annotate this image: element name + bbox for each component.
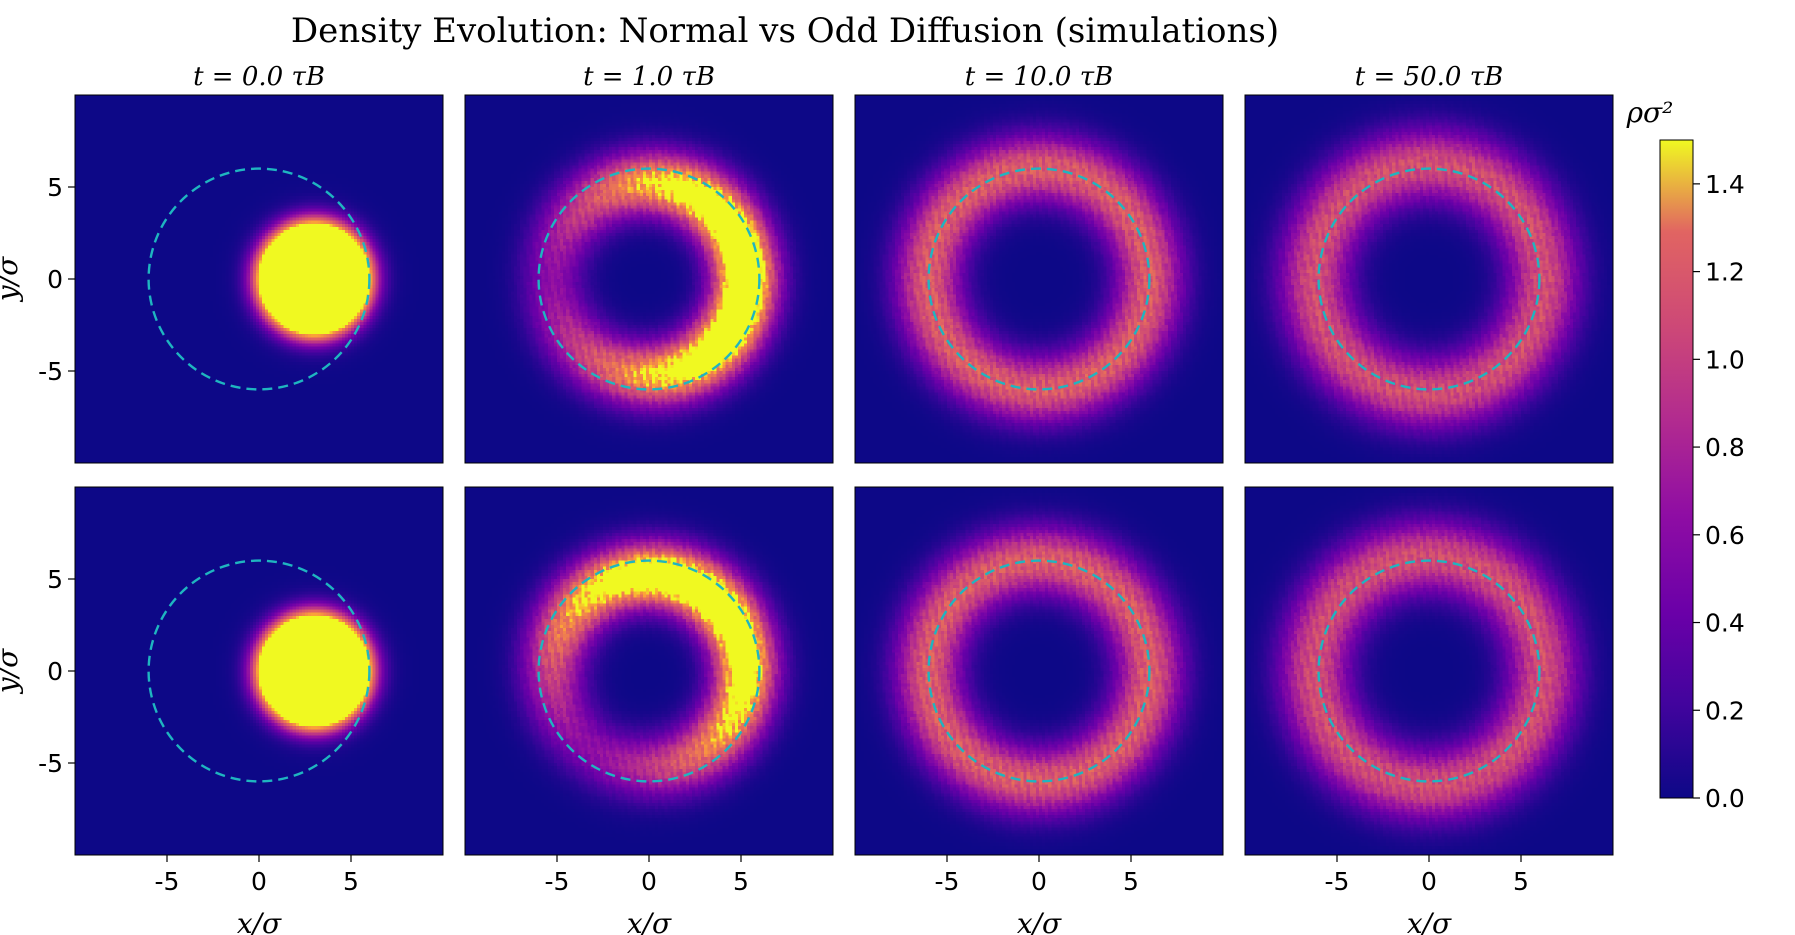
colorbar-tick-label: 0.4 [1705, 609, 1745, 638]
x-axis-label: x/σ [1017, 907, 1062, 935]
colorbar-tick-label: 0.0 [1705, 784, 1745, 813]
density-heatmap [855, 95, 1223, 463]
panel: t = 50.0 τB [1244, 62, 1614, 464]
colorbar-label: ρσ² [1626, 96, 1674, 129]
reference-circle [1317, 167, 1541, 391]
reference-circle [927, 167, 1151, 391]
panel-time-title: t = 0.0 τB [193, 62, 325, 92]
reference-circle [537, 559, 761, 783]
density-heatmap [75, 487, 443, 855]
x-tick-label: 0 [641, 867, 657, 896]
density-heatmap [1245, 487, 1613, 855]
x-tick-label: 5 [733, 867, 749, 896]
colorbar-gradient [1659, 139, 1694, 799]
x-tick-label: -5 [545, 867, 570, 896]
reference-circle [147, 167, 371, 391]
x-tick-label: -5 [935, 867, 960, 896]
panel: -5 0 5 x/σ [1244, 486, 1614, 935]
colorbar-tick-label: 0.2 [1705, 696, 1745, 725]
x-tick-label: -5 [1325, 867, 1350, 896]
reference-circle [147, 559, 371, 783]
panel: -5 0 5 x/σ [464, 486, 834, 935]
x-tick-label: 5 [1513, 867, 1529, 896]
density-heatmap [855, 487, 1223, 855]
y-tick-label: -5 [38, 357, 63, 386]
y-tick-label: 0 [47, 265, 63, 294]
panel-time-title: t = 1.0 τB [583, 62, 715, 92]
figure-title: Density Evolution: Normal vs Odd Diffusi… [291, 11, 1279, 51]
panel-time-title: t = 10.0 τB [965, 62, 1113, 92]
y-tick-label: 0 [47, 657, 63, 686]
colorbar-tick-label: 1.0 [1705, 345, 1745, 374]
reference-circle [537, 167, 761, 391]
panel-row-odd: 5 0 -5 y/σ -5 0 5 x/σ -5 0 5 x/σ -5 0 5 x/σ -5 0 5 x/σ [0, 486, 1614, 935]
y-tick-label: 5 [47, 565, 63, 594]
panel-frame [854, 94, 1224, 464]
x-axis-label: x/σ [237, 907, 282, 935]
panel-frame [464, 94, 834, 464]
colorbar-tick-label: 1.2 [1705, 258, 1745, 287]
panel: t = 1.0 τB [464, 62, 834, 464]
y-tick-label: -5 [38, 749, 63, 778]
density-heatmap [1245, 95, 1613, 463]
panel-time-title: t = 50.0 τB [1355, 62, 1503, 92]
colorbar: ρσ² 0.0 0.2 0.4 0.6 0.8 1.0 1.2 1.4 [1626, 96, 1745, 813]
panel: 5 0 -5 y/σ -5 0 5 x/σ [0, 486, 444, 935]
colorbar-tick-label: 0.8 [1705, 433, 1745, 462]
x-tick-label: 0 [1421, 867, 1437, 896]
x-tick-label: -5 [155, 867, 180, 896]
density-heatmap [465, 487, 833, 855]
colorbar-ticks: 0.0 0.2 0.4 0.6 0.8 1.0 1.2 1.4 [1693, 170, 1745, 813]
panel-grid: t = 0.0 τB 5 0 -5 y/σ t = 1.0 τB t = 10.0 τB t … [0, 62, 1614, 935]
panel: t = 0.0 τB 5 0 -5 y/σ [0, 62, 444, 464]
density-heatmap [75, 95, 443, 463]
x-tick-label: 5 [343, 867, 359, 896]
y-tick-label: 5 [47, 173, 63, 202]
x-axis-label: x/σ [627, 907, 672, 935]
panel-frame [1244, 94, 1614, 464]
colorbar-tick-label: 0.6 [1705, 521, 1745, 550]
x-tick-label: 0 [251, 867, 267, 896]
x-tick-label: 0 [1031, 867, 1047, 896]
reference-circle [927, 559, 1151, 783]
panel: t = 10.0 τB [854, 62, 1224, 464]
reference-circle [1317, 559, 1541, 783]
density-heatmap [465, 95, 833, 463]
x-tick-label: 5 [1123, 867, 1139, 896]
colorbar-tick-label: 1.4 [1705, 170, 1745, 199]
panel-row-normal: t = 0.0 τB 5 0 -5 y/σ t = 1.0 τB t = 10.0 τB t … [0, 62, 1614, 464]
y-axis-label: y/σ [0, 648, 24, 695]
panel: -5 0 5 x/σ [854, 486, 1224, 935]
x-axis-label: x/σ [1407, 907, 1452, 935]
y-axis-label: y/σ [0, 256, 24, 303]
